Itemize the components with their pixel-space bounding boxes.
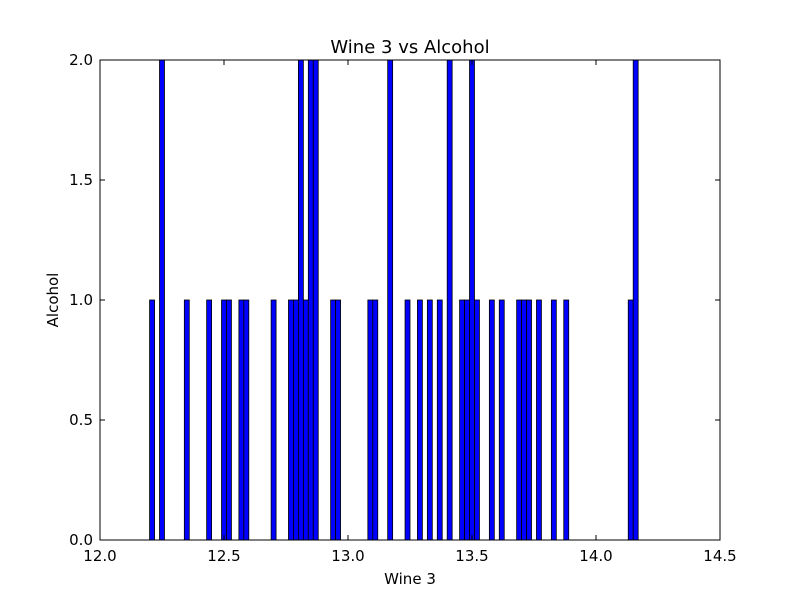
histogram-bar-35 xyxy=(550,299,557,541)
histogram-bar-10 xyxy=(293,299,299,541)
y-tick-label-0: 0.0 xyxy=(69,531,93,549)
histogram-bar-31 xyxy=(516,299,523,541)
y-tick-label-3: 1.5 xyxy=(69,171,93,189)
histogram-bar-18 xyxy=(372,299,379,541)
histogram-bar-21 xyxy=(417,299,423,541)
x-tick-label-5: 14.5 xyxy=(703,547,736,565)
x-tick-label-2: 13.0 xyxy=(331,547,364,565)
histogram-bar-0 xyxy=(149,299,155,541)
histogram-bar-15 xyxy=(330,299,337,541)
histogram-bar-14 xyxy=(312,59,319,541)
plot-frame xyxy=(99,59,721,541)
x-tick-label-3: 13.5 xyxy=(455,547,488,565)
histogram-bar-38 xyxy=(632,59,639,541)
histogram-bar-4 xyxy=(221,299,227,541)
histogram-bar-25 xyxy=(459,299,465,541)
histogram-bar-33 xyxy=(526,299,532,541)
histogram-bar-12 xyxy=(302,299,309,541)
histogram-bar-6 xyxy=(238,299,245,541)
bars-layer xyxy=(149,59,639,541)
histogram-bar-19 xyxy=(387,59,394,541)
histogram-bar-9 xyxy=(288,299,294,541)
histogram-bar-22 xyxy=(426,299,433,541)
histogram-bar-11 xyxy=(297,59,304,541)
y-axis-label: Alcohol xyxy=(44,273,62,328)
histogram-bar-5 xyxy=(226,299,232,541)
histogram-bar-1 xyxy=(159,59,165,541)
x-axis-label: Wine 3 xyxy=(384,570,436,588)
histogram-bar-13 xyxy=(307,59,314,541)
histogram-bar-28 xyxy=(474,299,480,541)
histogram-bar-34 xyxy=(536,299,542,541)
histogram-bar-36 xyxy=(563,299,570,541)
histogram-bar-16 xyxy=(335,299,341,541)
y-tick-label-4: 2.0 xyxy=(69,51,93,69)
chart-title: Wine 3 vs Alcohol xyxy=(330,37,489,58)
histogram-bar-20 xyxy=(404,299,411,541)
histogram-bar-2 xyxy=(183,299,190,541)
histogram-bar-32 xyxy=(521,299,527,541)
histogram-bar-26 xyxy=(464,299,470,541)
x-tick-label-1: 12.5 xyxy=(207,547,240,565)
histogram-bar-8 xyxy=(270,299,277,541)
x-tick-label-0: 12.0 xyxy=(83,547,116,565)
y-tick-label-1: 0.5 xyxy=(69,411,93,429)
histogram-bar-29 xyxy=(488,299,495,541)
histogram-bar-37 xyxy=(627,299,634,541)
histogram-bar-30 xyxy=(498,299,505,541)
histogram-bar-24 xyxy=(446,59,453,541)
histogram-bar-27 xyxy=(469,59,475,541)
histogram-bar-7 xyxy=(243,299,250,541)
histogram-bar-17 xyxy=(367,299,374,541)
histogram-bar-23 xyxy=(436,299,443,541)
y-tick-label-2: 1.0 xyxy=(69,291,93,309)
histogram-bar-3 xyxy=(206,299,212,541)
x-tick-label-4: 14.0 xyxy=(579,547,612,565)
